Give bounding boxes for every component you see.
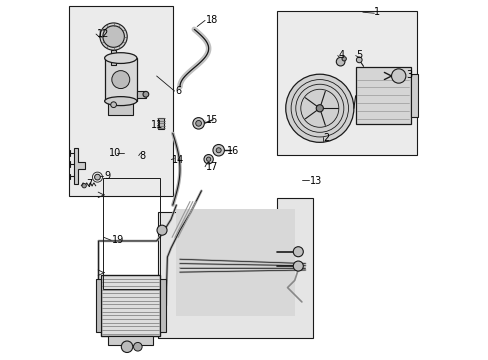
Circle shape (293, 247, 303, 257)
Bar (158, 118, 163, 129)
Text: 2: 2 (323, 133, 329, 143)
Text: 17: 17 (205, 162, 218, 172)
Text: 6: 6 (175, 86, 182, 96)
Ellipse shape (104, 96, 137, 105)
Circle shape (133, 342, 142, 351)
Text: 1: 1 (373, 7, 380, 17)
Text: 4: 4 (338, 50, 344, 60)
Bar (160, 279, 165, 332)
Circle shape (157, 225, 167, 235)
Circle shape (142, 91, 148, 97)
Text: 8: 8 (140, 150, 145, 161)
Circle shape (100, 23, 127, 50)
Bar (108, 101, 133, 116)
Circle shape (203, 154, 213, 164)
Circle shape (212, 144, 224, 156)
Text: 12: 12 (97, 29, 109, 39)
Circle shape (102, 26, 124, 47)
Bar (108, 336, 153, 345)
Circle shape (206, 157, 210, 161)
Text: 3: 3 (406, 70, 412, 80)
Circle shape (110, 102, 116, 108)
Text: 14: 14 (172, 154, 184, 165)
Text: 11: 11 (151, 121, 163, 130)
Circle shape (112, 71, 129, 89)
Bar (355, 67, 410, 125)
Circle shape (285, 74, 353, 142)
Circle shape (82, 184, 86, 188)
Circle shape (391, 69, 405, 83)
Circle shape (94, 174, 100, 180)
Polygon shape (158, 198, 312, 338)
Circle shape (341, 57, 346, 61)
Text: 7: 7 (86, 179, 92, 189)
Bar (69, 6, 172, 196)
Text: 10: 10 (109, 148, 121, 158)
Bar (410, 74, 418, 117)
Polygon shape (74, 148, 85, 184)
Text: 5: 5 (356, 50, 362, 60)
Circle shape (192, 118, 204, 129)
Text: 19: 19 (112, 235, 124, 245)
Circle shape (316, 105, 323, 112)
Circle shape (216, 148, 221, 153)
Bar (137, 91, 145, 98)
Bar (104, 58, 137, 101)
Circle shape (195, 121, 201, 126)
Text: 9: 9 (104, 171, 110, 181)
Text: 18: 18 (206, 15, 218, 25)
Text: 15: 15 (205, 116, 218, 126)
Circle shape (121, 341, 133, 352)
Bar (102, 178, 160, 289)
Text: 13: 13 (309, 176, 322, 186)
Bar (276, 12, 416, 155)
Circle shape (356, 57, 362, 63)
Bar (176, 209, 294, 316)
Circle shape (336, 57, 344, 66)
Circle shape (293, 261, 303, 271)
Bar (96, 279, 101, 332)
Bar (101, 275, 160, 336)
Text: 16: 16 (227, 145, 239, 156)
Bar (110, 50, 116, 64)
Ellipse shape (104, 53, 137, 63)
